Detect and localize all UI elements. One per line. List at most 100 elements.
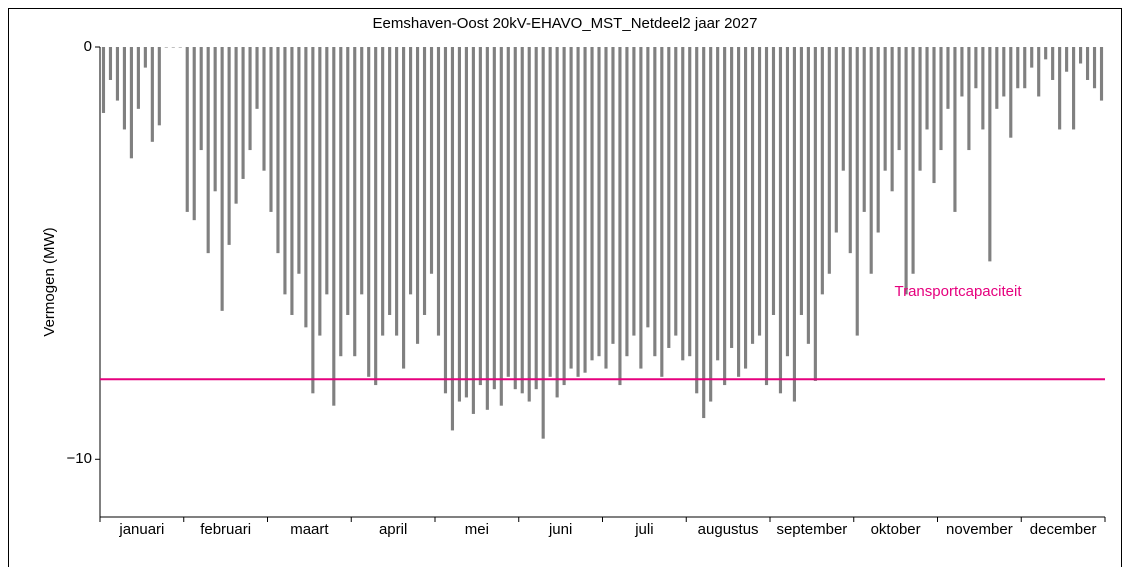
bar [381, 47, 385, 336]
bar [723, 47, 727, 386]
bar [967, 47, 971, 151]
bar [206, 47, 210, 254]
bar [632, 47, 636, 336]
bar [681, 47, 685, 361]
x-tick-label: juni [548, 521, 572, 538]
bar [1092, 47, 1097, 89]
bar [1002, 47, 1006, 97]
bar [415, 47, 420, 344]
bar [255, 47, 259, 109]
bar [604, 47, 608, 369]
chart-title: Eemshaven-Oost 20kV-EHAVO_MST_Netdeel2 j… [373, 15, 758, 32]
bar [1065, 47, 1069, 72]
bar [492, 47, 496, 390]
bar [422, 47, 427, 315]
x-tick-label: februari [200, 521, 251, 538]
x-tick-label: april [379, 521, 407, 538]
bar [248, 47, 252, 151]
x-tick-label: december [1030, 521, 1097, 538]
x-tick-label: september [776, 521, 847, 538]
bar [869, 47, 873, 274]
bar [897, 47, 901, 151]
x-tick-label: juli [634, 521, 653, 538]
bar [276, 47, 280, 254]
x-tick-label: oktober [871, 521, 921, 538]
bar [625, 47, 629, 357]
bar [115, 47, 120, 101]
bar [688, 47, 692, 357]
y-tick-label: −10 [67, 450, 92, 467]
bar [353, 47, 357, 357]
bar [325, 47, 329, 295]
bar [695, 47, 699, 394]
x-tick-label: augustus [698, 521, 759, 538]
bar [771, 47, 776, 315]
bar [639, 47, 643, 369]
bar [653, 47, 657, 357]
bar [548, 47, 552, 377]
bar [443, 47, 448, 394]
bar [360, 47, 364, 295]
bar [939, 47, 943, 151]
bar [562, 47, 566, 386]
bar [220, 47, 224, 311]
bar [1085, 47, 1090, 80]
bar [960, 47, 964, 97]
bar [988, 47, 992, 262]
bar [569, 47, 573, 369]
bar [164, 47, 168, 48]
bar [799, 47, 803, 315]
bar [283, 47, 287, 295]
bar [834, 47, 838, 233]
bar [143, 47, 147, 68]
bar [1037, 47, 1041, 97]
bar [129, 47, 133, 159]
bar [995, 47, 999, 109]
bar [730, 47, 734, 348]
bar [778, 47, 783, 394]
bar [157, 47, 161, 126]
bar [185, 47, 189, 212]
bar [304, 47, 308, 328]
bar [848, 47, 852, 254]
bar [611, 47, 615, 344]
bar [841, 47, 845, 171]
bar [981, 47, 985, 130]
bar [576, 47, 580, 377]
bar [555, 47, 559, 398]
capacity-label: Transportcapaciteit [894, 283, 1022, 300]
bar [744, 47, 748, 369]
bar [192, 47, 196, 221]
bar [450, 47, 455, 431]
bar [1016, 47, 1020, 89]
bar [925, 47, 929, 130]
bar [820, 47, 824, 295]
bar [932, 47, 936, 184]
bar [464, 47, 468, 398]
bar [339, 47, 343, 357]
bar [485, 47, 489, 410]
bar [290, 47, 294, 315]
bar [227, 47, 231, 245]
bar [883, 47, 887, 171]
bar [674, 47, 678, 336]
bar [478, 47, 482, 386]
bar [1079, 47, 1083, 64]
bar [764, 47, 769, 386]
bar [178, 47, 182, 48]
bar [136, 47, 140, 109]
bar [527, 47, 531, 402]
bar [101, 47, 106, 113]
bar [904, 47, 908, 295]
bar [911, 47, 915, 274]
bar [876, 47, 880, 233]
bar [1044, 47, 1048, 60]
bar [709, 47, 713, 402]
bar [785, 47, 790, 357]
frame [8, 8, 1122, 572]
bar [806, 47, 810, 344]
y-tick-label: 0 [84, 38, 92, 55]
bar [757, 47, 762, 336]
bar [471, 47, 475, 414]
